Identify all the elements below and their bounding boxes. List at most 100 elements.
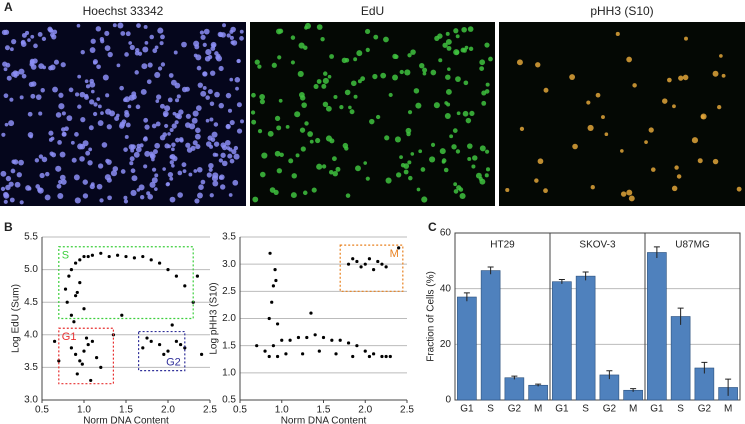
error-bar	[463, 292, 470, 302]
cell	[213, 122, 219, 127]
cell	[213, 141, 220, 147]
cell	[96, 64, 101, 70]
cell	[167, 97, 173, 103]
cell	[449, 134, 454, 139]
cell	[438, 58, 443, 63]
cell	[125, 122, 131, 128]
cell	[229, 35, 234, 40]
cell	[85, 150, 91, 156]
cell	[300, 95, 306, 101]
cell	[130, 148, 135, 153]
cell	[163, 112, 168, 118]
cell	[356, 50, 363, 57]
cell	[453, 182, 458, 187]
cell	[171, 123, 177, 129]
cell	[89, 78, 95, 84]
point	[75, 372, 79, 376]
point	[397, 246, 401, 250]
cell	[160, 34, 165, 40]
cell	[350, 80, 357, 87]
point	[120, 313, 124, 317]
panel-label: B	[4, 220, 13, 234]
point	[179, 342, 183, 347]
cell	[160, 62, 166, 67]
cell	[519, 126, 525, 132]
cell	[8, 181, 14, 187]
point	[141, 254, 145, 259]
cell	[212, 172, 219, 179]
cell	[174, 98, 180, 103]
y-tick-label: 3.0	[24, 395, 38, 406]
point	[166, 349, 170, 353]
cell	[84, 93, 89, 98]
cell	[206, 172, 212, 178]
cell	[413, 88, 420, 94]
cell	[174, 82, 181, 89]
cell	[267, 130, 274, 137]
cell	[360, 76, 366, 82]
cell	[322, 101, 329, 108]
cell	[329, 54, 334, 59]
cell	[667, 77, 672, 83]
point	[372, 268, 376, 272]
cell	[285, 124, 290, 129]
facet-frame	[644, 232, 741, 401]
cell	[407, 53, 412, 58]
cell	[200, 90, 207, 97]
cell	[143, 164, 148, 169]
cell	[220, 152, 226, 158]
cell	[446, 45, 452, 51]
cell	[364, 28, 371, 35]
cell	[18, 68, 25, 75]
cell	[445, 31, 450, 36]
point	[372, 352, 376, 356]
point	[351, 354, 355, 359]
cell	[61, 111, 66, 116]
cell	[105, 158, 110, 164]
cell	[534, 178, 539, 183]
gate	[58, 246, 194, 320]
cell	[76, 23, 81, 28]
x-tick-label: 1.5	[317, 405, 331, 416]
cell	[58, 92, 64, 98]
cell	[271, 62, 277, 68]
point	[367, 257, 372, 261]
cell	[462, 48, 467, 53]
cell	[80, 117, 86, 123]
point	[195, 274, 199, 278]
cell	[200, 179, 206, 185]
point	[78, 281, 82, 285]
y-tick-label: 0.5	[222, 395, 236, 406]
y-tick-label: 4.0	[24, 329, 38, 340]
cell	[341, 57, 348, 64]
cell	[152, 48, 158, 54]
cell	[626, 56, 632, 63]
cell	[104, 30, 110, 36]
cell	[276, 168, 283, 174]
x-tick-label: G1	[460, 404, 474, 415]
cell	[229, 29, 234, 34]
cell	[721, 73, 726, 78]
cell	[155, 99, 160, 103]
cell	[355, 165, 361, 172]
cell	[430, 142, 436, 147]
x-tick-label: 2.0	[358, 405, 372, 416]
cell	[399, 69, 404, 75]
cell	[601, 115, 605, 120]
cell	[18, 159, 24, 166]
cell	[345, 193, 351, 198]
point	[275, 322, 280, 326]
cell	[196, 105, 202, 111]
point	[132, 256, 136, 260]
y-tick-label: 0	[445, 395, 451, 406]
point	[338, 338, 342, 342]
cell	[410, 152, 415, 156]
point	[65, 300, 69, 304]
cell	[254, 59, 260, 65]
cell	[57, 140, 62, 145]
cell	[0, 186, 6, 192]
cell	[120, 169, 126, 174]
cell	[209, 70, 216, 76]
cell	[452, 128, 458, 133]
cell	[125, 31, 131, 37]
